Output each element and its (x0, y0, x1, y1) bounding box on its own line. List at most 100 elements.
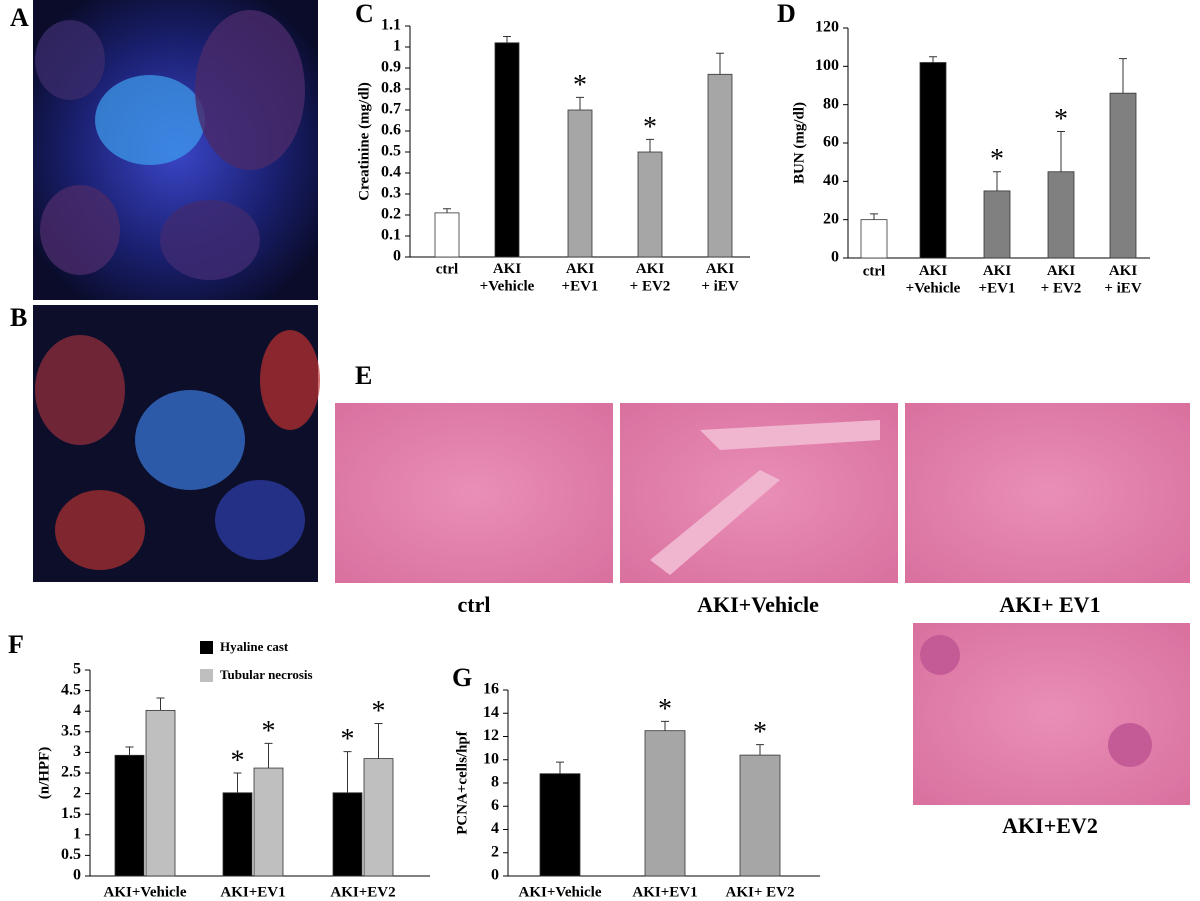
y-tick-label: 1 (73, 825, 81, 842)
x-tick-label: AKI+ EV2 (726, 884, 795, 900)
legend-swatch (200, 669, 213, 682)
error-bar (556, 761, 564, 774)
x-tick-label: AKI+Vehicle (519, 884, 602, 900)
histology-ctrl (335, 403, 613, 583)
x-tick-label: AKI+EV1 (220, 884, 285, 900)
x-tick-label: AKI+Vehicle (104, 884, 187, 900)
y-tick-label: 60 (823, 134, 839, 151)
y-tick-label: 4 (491, 820, 499, 837)
y-tick-label: 0 (831, 249, 839, 266)
y-tick-label: 3.5 (61, 722, 81, 739)
panel-label: A (10, 3, 29, 32)
y-tick-label: 20 (823, 210, 839, 227)
error-bar (929, 56, 937, 63)
y-tick-label: 0.5 (381, 143, 401, 160)
bar (494, 42, 520, 258)
bar (434, 212, 460, 258)
error-bar (646, 138, 654, 152)
x-tick-label: AKI+EV1 (562, 261, 599, 294)
y-tick-label: 100 (815, 57, 839, 74)
x-tick-label: AKI+EV2 (330, 884, 395, 900)
bar (860, 219, 888, 259)
y-tick-label: 0.6 (381, 122, 401, 139)
significance: * (573, 70, 587, 101)
y-tick-label: 5 (73, 661, 81, 678)
x-tick-label: AKI+EV1 (632, 884, 697, 900)
error-bar (993, 171, 1001, 191)
bar (637, 151, 663, 258)
y-axis-label: (n/HPF) (36, 747, 52, 800)
y-tick-label: 4 (73, 702, 81, 719)
y-tick-label: 0 (491, 867, 499, 884)
caption: AKI+EV2 (1002, 813, 1098, 838)
error-bar (661, 720, 669, 731)
y-tick-label: 40 (823, 172, 839, 189)
significance: * (643, 112, 657, 143)
caption: AKI+ EV1 (999, 592, 1100, 617)
error-bar (716, 52, 724, 75)
bar (145, 709, 176, 877)
y-tick-label: 1 (393, 38, 401, 55)
legend-label: Hyaline cast (220, 639, 289, 654)
panel-label: F (8, 630, 24, 659)
y-tick-label: 0.8 (381, 80, 401, 97)
bar (644, 730, 686, 877)
glomerulus (1108, 723, 1152, 767)
y-tick-label: 6 (491, 797, 499, 814)
caption: AKI+Vehicle (697, 592, 819, 617)
y-tick-label: 2.5 (61, 764, 81, 781)
y-tick-label: 0.7 (381, 101, 401, 118)
histology-ev1 (905, 403, 1190, 583)
bar (539, 773, 581, 877)
glomerulus (920, 635, 960, 675)
bar (919, 62, 947, 259)
significance: * (990, 144, 1004, 175)
x-tick-label: AKI+Vehicle (480, 261, 535, 294)
x-tick-label: AKI+Vehicle (906, 263, 961, 296)
y-tick-label: 0 (393, 248, 401, 265)
error-bar (870, 213, 878, 220)
y-tick-label: 3 (73, 743, 81, 760)
y-tick-label: 120 (815, 19, 839, 36)
panel-label: D (777, 0, 796, 28)
y-axis-label: Creatinine (mg/dl) (356, 82, 372, 200)
bar (332, 792, 363, 877)
y-tick-label: 1.5 (61, 805, 81, 822)
error-bar (756, 744, 764, 756)
significance: * (658, 694, 672, 725)
y-tick-label: 8 (491, 774, 499, 791)
x-tick-label: AKI+EV1 (979, 263, 1016, 296)
y-tick-label: 14 (483, 704, 499, 721)
bar (222, 792, 253, 877)
error-bar (1057, 131, 1065, 172)
x-tick-label: ctrl (436, 261, 458, 277)
x-tick-label: AKI + iEV (701, 261, 738, 294)
x-tick-label: AKI+ EV2 (630, 261, 671, 294)
micrograph-b (33, 305, 320, 582)
y-tick-label: 0 (73, 867, 81, 884)
y-tick-label: 0.3 (381, 185, 401, 202)
y-tick-label: 10 (483, 750, 499, 767)
error-bar (343, 751, 352, 793)
panel-label: E (355, 361, 372, 390)
caption: ctrl (458, 592, 491, 617)
panel-label: C (355, 0, 374, 28)
error-bar (125, 746, 134, 756)
bar (114, 754, 145, 877)
y-tick-label: 0.2 (381, 206, 401, 223)
significance: * (753, 717, 767, 748)
significance: * (1054, 104, 1068, 135)
significance: * (341, 724, 355, 755)
panel-label: G (452, 663, 472, 692)
error-bar (443, 208, 451, 213)
significance: * (262, 716, 276, 747)
y-tick-label: 0.1 (381, 227, 401, 244)
error-bar (233, 772, 242, 793)
y-tick-label: 4.5 (61, 681, 81, 698)
legend-swatch (200, 641, 213, 654)
bar (739, 754, 781, 877)
x-tick-label: ctrl (863, 263, 885, 279)
bar (363, 758, 394, 877)
bar (1109, 92, 1137, 259)
